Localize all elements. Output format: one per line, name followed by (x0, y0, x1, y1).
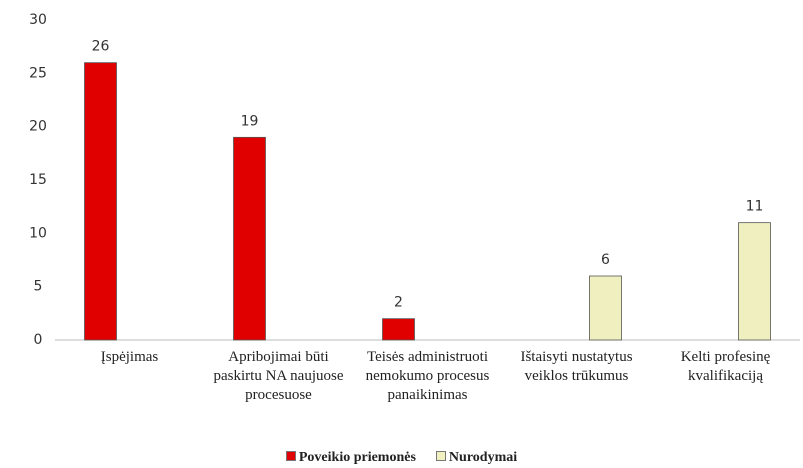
y-tick-label: 0 (34, 332, 43, 348)
y-tick-label: 30 (29, 12, 47, 28)
y-tick-label: 25 (29, 65, 47, 81)
bar (382, 318, 415, 341)
legend-swatch (285, 451, 296, 461)
data-label: 11 (746, 199, 764, 215)
y-tick-label: 10 (29, 225, 47, 241)
bar (233, 136, 266, 341)
legend-label: Poveikio priemonės (298, 450, 416, 465)
y-tick-label: 15 (29, 172, 47, 188)
x-tick-label: Apribojimai būti paskirtu NA naujuose pr… (213, 349, 344, 403)
legend-item: Poveikio priemonės (285, 450, 416, 466)
legend-item: Nurodymai (435, 450, 518, 466)
legend: Poveikio priemonės Nurodymai (0, 450, 803, 466)
x-tick-label: Įspėjimas (100, 349, 159, 365)
data-label: 6 (601, 252, 610, 268)
bar (738, 222, 771, 341)
bar (589, 275, 622, 341)
x-tick-label: Teisės administruoti nemokumo procesus p… (365, 349, 490, 403)
data-label: 2 (394, 295, 403, 311)
bar (84, 62, 117, 341)
data-label: 19 (241, 113, 259, 129)
data-label: 26 (92, 39, 110, 55)
x-tick-label: Ištaisyti nustatytus veiklos trūkumus (520, 349, 633, 384)
y-tick-label: 20 (29, 119, 47, 135)
x-tick-label: Kelti profesinę kvalifikaciją (680, 349, 771, 384)
y-tick-label: 5 (34, 279, 43, 295)
legend-label: Nurodymai (448, 450, 518, 465)
legend-swatch (435, 451, 446, 461)
